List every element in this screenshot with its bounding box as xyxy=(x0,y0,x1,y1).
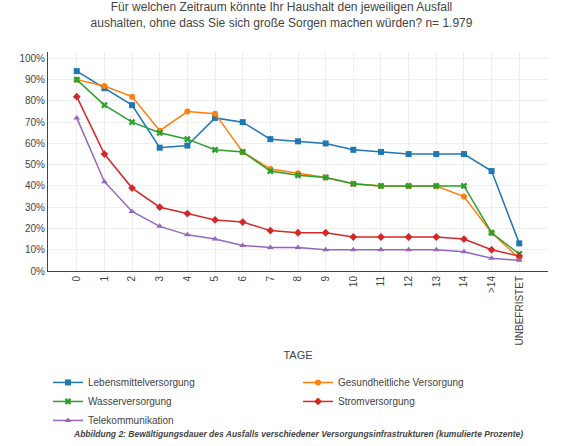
svg-text:12: 12 xyxy=(403,276,414,288)
svg-text:Wasserversorgung: Wasserversorgung xyxy=(88,396,172,407)
svg-text:3: 3 xyxy=(154,276,165,282)
svg-text:0: 0 xyxy=(71,276,82,282)
svg-text:Lebensmittelversorgung: Lebensmittelversorgung xyxy=(88,377,195,388)
svg-text:Abbildung 2: Bewältigungsdauer: Abbildung 2: Bewältigungsdauer des Ausfa… xyxy=(73,429,523,439)
svg-text:TAGE: TAGE xyxy=(283,349,312,361)
svg-text:2: 2 xyxy=(126,276,137,282)
svg-text:50%: 50% xyxy=(25,159,45,170)
svg-text:20%: 20% xyxy=(25,223,45,234)
svg-text:UNBEFRISTET: UNBEFRISTET xyxy=(514,276,525,345)
svg-text:1: 1 xyxy=(99,276,110,282)
svg-text:70%: 70% xyxy=(25,117,45,128)
svg-text:11: 11 xyxy=(375,276,386,287)
svg-text:10: 10 xyxy=(348,276,359,288)
svg-text:5: 5 xyxy=(209,276,220,282)
svg-text:7: 7 xyxy=(265,276,276,282)
svg-text:80%: 80% xyxy=(25,95,45,106)
svg-text:4: 4 xyxy=(182,276,193,282)
svg-text:10%: 10% xyxy=(25,244,45,255)
svg-text:Stromversorgung: Stromversorgung xyxy=(338,396,415,407)
svg-text:0%: 0% xyxy=(31,266,46,277)
svg-text:14: 14 xyxy=(458,276,469,288)
svg-text:>14: >14 xyxy=(486,276,497,293)
svg-text:Gesundheitliche Versorgung: Gesundheitliche Versorgung xyxy=(338,377,464,388)
svg-text:Telekommunikation: Telekommunikation xyxy=(88,415,174,426)
svg-text:30%: 30% xyxy=(25,202,45,213)
svg-text:100%: 100% xyxy=(19,53,45,64)
svg-text:9: 9 xyxy=(320,276,331,282)
svg-text:60%: 60% xyxy=(25,138,45,149)
svg-text:Für welchen Zeitraum könnte Ih: Für welchen Zeitraum könnte Ihr Haushalt… xyxy=(91,0,473,30)
svg-text:90%: 90% xyxy=(25,74,45,85)
svg-text:40%: 40% xyxy=(25,180,45,191)
svg-text:6: 6 xyxy=(237,276,248,282)
svg-text:13: 13 xyxy=(431,276,442,288)
svg-text:8: 8 xyxy=(292,276,303,282)
